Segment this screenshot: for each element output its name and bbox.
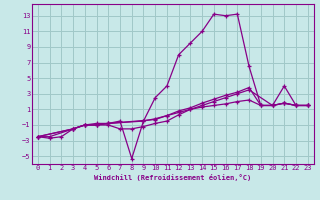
- X-axis label: Windchill (Refroidissement éolien,°C): Windchill (Refroidissement éolien,°C): [94, 174, 252, 181]
